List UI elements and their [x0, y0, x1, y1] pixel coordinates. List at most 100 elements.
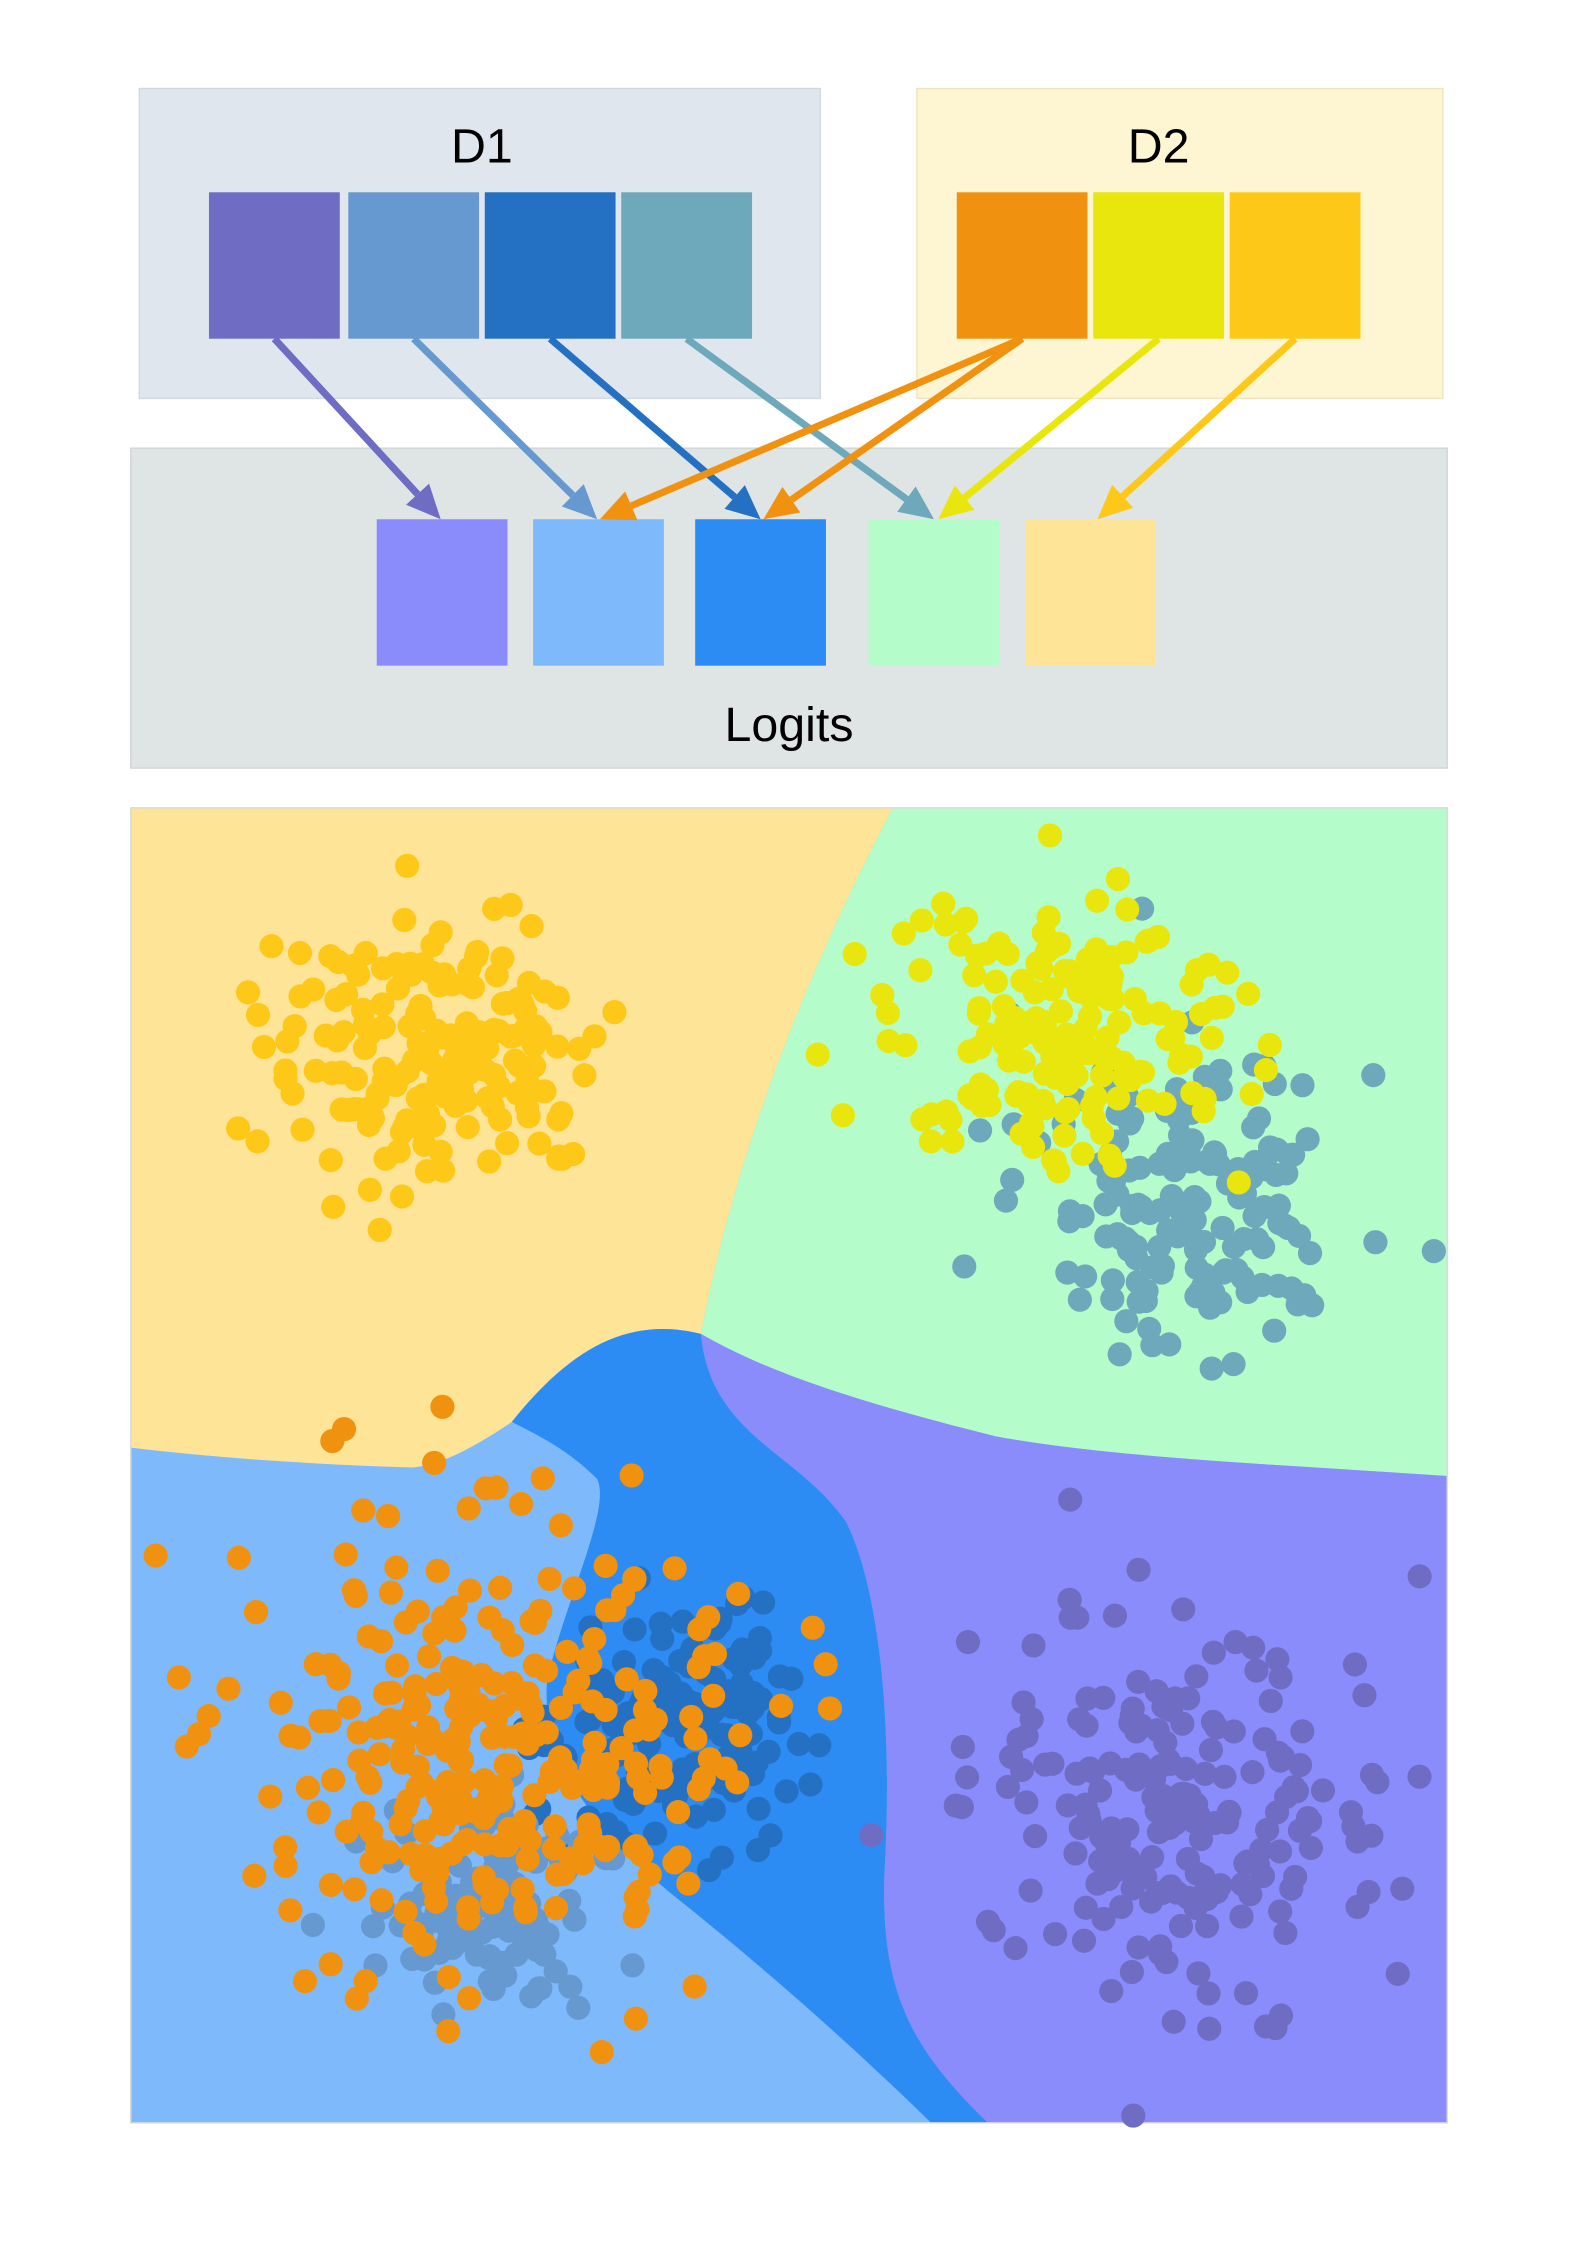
scatter-point — [342, 1877, 367, 1902]
d1-square — [348, 192, 480, 339]
scatter-point — [450, 1832, 475, 1857]
scatter-point — [918, 1129, 943, 1154]
scatter-point — [998, 1744, 1024, 1769]
scatter-point — [1197, 1151, 1223, 1176]
scatter-point — [1127, 1155, 1152, 1180]
scatter-point — [668, 1648, 693, 1674]
scatter-point — [1083, 1085, 1108, 1110]
scatter-point — [430, 1394, 455, 1419]
scatter-point — [352, 1012, 378, 1037]
scatter-point — [662, 1556, 687, 1581]
scatter-point — [566, 1995, 591, 2020]
scatter-point — [482, 1671, 507, 1696]
scatter-point — [648, 1611, 673, 1636]
scatter-point — [1066, 979, 1091, 1004]
scatter-point — [967, 996, 992, 1021]
scatter-point — [1119, 1959, 1144, 1985]
scatter-point — [1105, 866, 1131, 892]
scatter-point — [1168, 1914, 1194, 1939]
arrow-head — [938, 485, 975, 520]
scatter-point — [360, 1914, 386, 1939]
scatter-point — [351, 1498, 376, 1523]
scatter-point — [726, 1581, 751, 1606]
scatter-point — [1342, 1652, 1368, 1677]
scatter-point — [477, 1969, 502, 1994]
scatter-point — [562, 1907, 587, 1932]
scatter-point — [580, 1689, 605, 1714]
scatter-point — [1054, 1022, 1079, 1047]
scatter-point — [273, 1066, 298, 1091]
scatter-point — [1090, 1043, 1116, 1068]
scatter-point — [1158, 1698, 1184, 1723]
scatter-point — [1106, 1086, 1131, 1111]
scatter-point — [620, 1953, 645, 1978]
scatter-point — [530, 1466, 555, 1491]
scatter-point — [303, 1652, 328, 1677]
scatter-point — [1267, 1211, 1292, 1236]
scatter-point — [596, 1834, 621, 1859]
scatter-point — [993, 1188, 1019, 1213]
scatter-point — [1253, 1058, 1279, 1083]
scatter-point — [1126, 1669, 1151, 1694]
scatter-point — [245, 1002, 271, 1028]
scatter-point — [1356, 1879, 1381, 1905]
scatter-point — [384, 1653, 410, 1678]
scatter-point — [1191, 1099, 1216, 1124]
scatter-point — [306, 1800, 331, 1825]
scatter-point — [479, 1725, 504, 1750]
scatter-point — [407, 1693, 432, 1718]
scatter-point — [456, 1496, 481, 1521]
scatter-point — [1096, 1866, 1121, 1892]
scatter-point — [1268, 1665, 1293, 1690]
d2-square — [1093, 192, 1225, 339]
scatter-point — [1052, 1123, 1077, 1148]
scatter-point — [1158, 1751, 1183, 1776]
scatter-point — [275, 1029, 300, 1054]
scatter-point — [1198, 1738, 1224, 1763]
scatter-point — [433, 1084, 458, 1109]
scatter-point — [268, 1690, 293, 1715]
scatter-point — [1201, 1640, 1226, 1665]
scatter-point — [1175, 1846, 1200, 1872]
scatter-point — [558, 1974, 583, 1999]
scatter-point — [460, 975, 486, 1000]
scatter-point — [622, 1904, 647, 1929]
scatter-point — [1115, 1817, 1140, 1842]
arrow-shaft — [1120, 336, 1298, 499]
scatter-point — [493, 1753, 518, 1778]
scatter-point — [347, 1748, 372, 1773]
scatter-point — [1223, 1629, 1248, 1655]
scatter-point — [1273, 1920, 1298, 1946]
scatter-point — [1058, 1487, 1083, 1512]
logit-square — [376, 519, 508, 666]
scatter-point — [981, 1918, 1006, 1943]
scatter-point — [1363, 1230, 1388, 1255]
scatter-point — [943, 1793, 968, 1818]
scatter-point — [515, 1847, 540, 1872]
scatter-point — [701, 1683, 726, 1708]
scatter-point — [1298, 1835, 1323, 1860]
scatter-point — [602, 1000, 627, 1025]
scatter-point — [1192, 1761, 1218, 1786]
scatter-point — [537, 1566, 562, 1592]
scatter-point — [1089, 1824, 1114, 1849]
scatter-point — [746, 1796, 771, 1821]
scatter-point — [1257, 1032, 1282, 1058]
scatter-point — [166, 1665, 191, 1690]
logit-square — [868, 519, 1000, 666]
scatter-point — [1073, 1792, 1098, 1817]
scatter-point — [572, 1063, 597, 1088]
scatter-point — [1361, 1063, 1386, 1088]
scatter-point — [367, 1217, 392, 1243]
scatter-point — [1150, 1253, 1175, 1278]
logit-square — [1024, 519, 1156, 666]
scatter-point — [934, 1099, 959, 1124]
scatter-point — [196, 1704, 221, 1729]
scatter-point — [1099, 1978, 1124, 2004]
scatter-point — [1281, 1775, 1306, 1800]
scatter-point — [662, 1850, 687, 1875]
scatter-point — [952, 1254, 977, 1279]
scatter-point — [1242, 1149, 1267, 1175]
scatter-point — [1221, 1234, 1247, 1259]
